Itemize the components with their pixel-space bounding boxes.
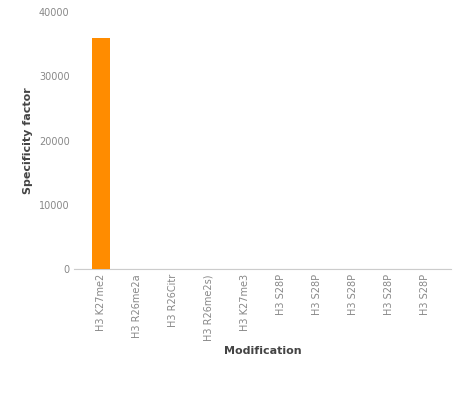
Bar (92, 38, 110, 269)
Y-axis label: Specificity factor: Specificity factor (23, 87, 33, 194)
X-axis label: Modification: Modification (224, 346, 301, 356)
